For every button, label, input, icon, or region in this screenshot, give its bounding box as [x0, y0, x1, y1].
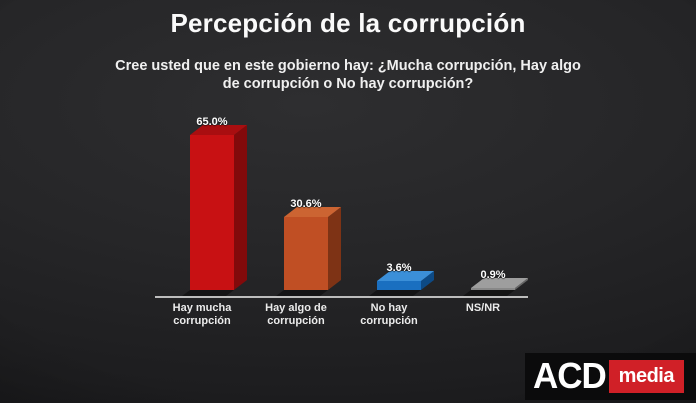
bar-base-shadow	[182, 290, 234, 296]
bar-front-face	[190, 135, 234, 290]
bar-value-label: 0.9%	[480, 269, 506, 281]
category-label: Hay mucha corrupción	[172, 302, 232, 327]
acd-media-logo: ACD media	[525, 353, 696, 400]
category-label: Hay algo de corrupción	[265, 302, 327, 327]
logo-media-badge: media	[608, 360, 684, 393]
category-label: No hay corrupción	[360, 302, 418, 327]
survey-question-subtitle: Cree usted que en este gobierno hay: ¿Mu…	[115, 58, 581, 92]
bar-value-label: 30.6%	[290, 198, 322, 210]
bar-base-shadow	[276, 290, 328, 296]
bar-front-face	[284, 217, 328, 290]
logo-acd-text: ACD	[533, 356, 607, 397]
page-title: Percepción de la corrupción	[170, 8, 526, 38]
x-axis-line	[155, 296, 528, 298]
bar-front-face	[377, 281, 421, 290]
bar-side-face	[328, 206, 341, 290]
bar-base-shadow	[369, 290, 421, 296]
bar-value-label: 65.0%	[196, 116, 228, 128]
bar-front-face	[471, 288, 515, 290]
category-label: NS/NR	[465, 302, 501, 314]
bar-side-face	[234, 124, 247, 291]
bar-base-shadow	[463, 290, 515, 296]
bar-value-label: 3.6%	[386, 262, 412, 274]
